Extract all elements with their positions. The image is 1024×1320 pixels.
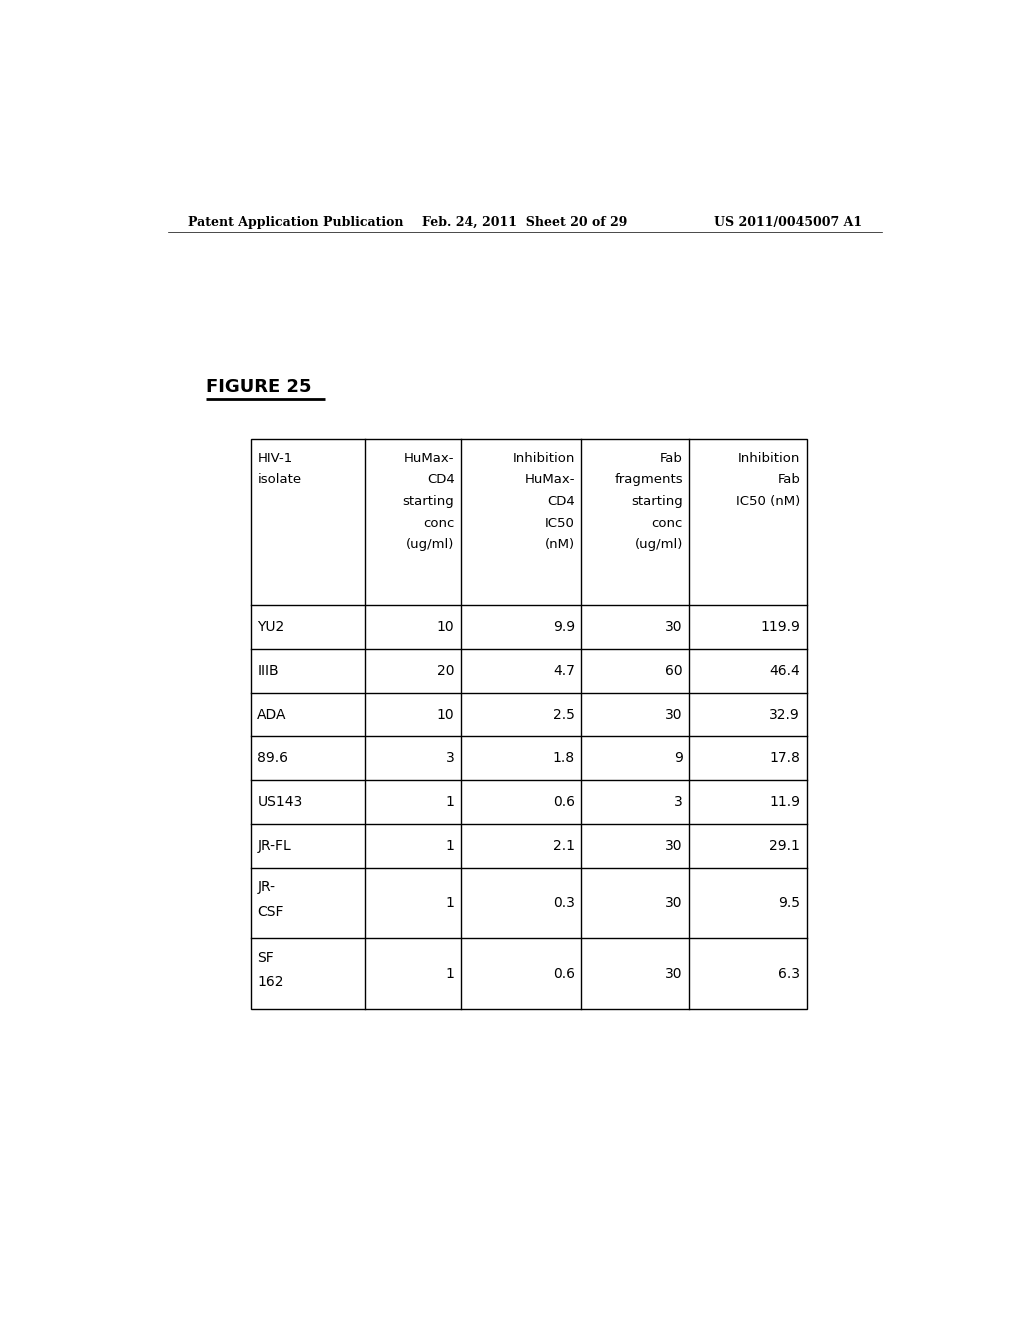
Text: 9.5: 9.5 xyxy=(778,896,800,909)
Text: 32.9: 32.9 xyxy=(769,708,800,722)
Text: Feb. 24, 2011  Sheet 20 of 29: Feb. 24, 2011 Sheet 20 of 29 xyxy=(422,216,628,230)
Text: HuMax-: HuMax- xyxy=(404,451,455,465)
Text: starting: starting xyxy=(402,495,455,508)
Text: HuMax-: HuMax- xyxy=(524,474,574,486)
Text: 11.9: 11.9 xyxy=(769,795,800,809)
Text: IC50 (nM): IC50 (nM) xyxy=(736,495,800,508)
Text: 1: 1 xyxy=(445,795,455,809)
Text: 30: 30 xyxy=(666,838,683,853)
Text: 1: 1 xyxy=(445,838,455,853)
Text: 60: 60 xyxy=(666,664,683,678)
Text: CSF: CSF xyxy=(257,904,284,919)
Text: 0.6: 0.6 xyxy=(553,966,574,981)
Text: starting: starting xyxy=(631,495,683,508)
Text: isolate: isolate xyxy=(257,474,301,486)
Text: conc: conc xyxy=(423,516,455,529)
Text: 1: 1 xyxy=(445,896,455,909)
Text: US 2011/0045007 A1: US 2011/0045007 A1 xyxy=(714,216,862,230)
Text: Patent Application Publication: Patent Application Publication xyxy=(187,216,403,230)
Text: 6.3: 6.3 xyxy=(778,966,800,981)
Text: HIV-1: HIV-1 xyxy=(257,451,293,465)
Text: CD4: CD4 xyxy=(427,474,455,486)
Text: (nM): (nM) xyxy=(545,539,574,552)
Text: 1: 1 xyxy=(445,966,455,981)
Text: 3: 3 xyxy=(445,751,455,766)
Text: 162: 162 xyxy=(257,975,284,990)
Text: 17.8: 17.8 xyxy=(769,751,800,766)
Text: Inhibition: Inhibition xyxy=(738,451,800,465)
Text: JR-: JR- xyxy=(257,879,275,894)
Text: Fab: Fab xyxy=(777,474,800,486)
Text: 0.3: 0.3 xyxy=(553,896,574,909)
Text: (ug/ml): (ug/ml) xyxy=(635,539,683,552)
Text: 30: 30 xyxy=(666,966,683,981)
Text: YU2: YU2 xyxy=(257,620,285,634)
Text: Inhibition: Inhibition xyxy=(512,451,574,465)
Text: JR-FL: JR-FL xyxy=(257,838,291,853)
Text: 2.1: 2.1 xyxy=(553,838,574,853)
Text: (ug/ml): (ug/ml) xyxy=(407,539,455,552)
Text: 1.8: 1.8 xyxy=(553,751,574,766)
Text: 20: 20 xyxy=(437,664,455,678)
Text: IIIB: IIIB xyxy=(257,664,279,678)
Text: SF: SF xyxy=(257,950,274,965)
Text: 0.6: 0.6 xyxy=(553,795,574,809)
Text: 9: 9 xyxy=(674,751,683,766)
Text: 30: 30 xyxy=(666,620,683,634)
Text: CD4: CD4 xyxy=(547,495,574,508)
Text: conc: conc xyxy=(651,516,683,529)
Text: Fab: Fab xyxy=(660,451,683,465)
Text: 4.7: 4.7 xyxy=(553,664,574,678)
Text: 3: 3 xyxy=(674,795,683,809)
Text: 30: 30 xyxy=(666,896,683,909)
Text: 30: 30 xyxy=(666,708,683,722)
Text: 10: 10 xyxy=(437,620,455,634)
Text: IC50: IC50 xyxy=(545,516,574,529)
Text: US143: US143 xyxy=(257,795,303,809)
Text: 29.1: 29.1 xyxy=(769,838,800,853)
Text: ADA: ADA xyxy=(257,708,287,722)
Text: 2.5: 2.5 xyxy=(553,708,574,722)
Text: 119.9: 119.9 xyxy=(760,620,800,634)
Text: 10: 10 xyxy=(437,708,455,722)
Text: fragments: fragments xyxy=(614,474,683,486)
Text: 89.6: 89.6 xyxy=(257,751,289,766)
Text: FIGURE 25: FIGURE 25 xyxy=(206,378,311,396)
Text: 9.9: 9.9 xyxy=(553,620,574,634)
Text: 46.4: 46.4 xyxy=(769,664,800,678)
